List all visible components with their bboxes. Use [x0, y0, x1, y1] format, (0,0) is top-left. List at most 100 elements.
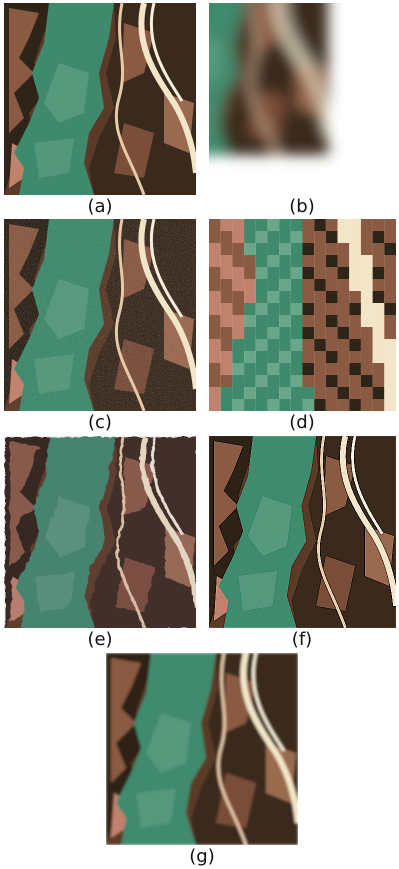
pixel-block	[290, 267, 303, 279]
pixel-block	[209, 231, 221, 243]
pixel-block	[302, 279, 315, 291]
pixel-block	[244, 375, 256, 387]
satellite-image-d	[209, 219, 396, 411]
image-panel-g	[106, 653, 298, 845]
pixel-block	[302, 363, 315, 375]
pixel-block	[349, 315, 361, 327]
pixel-block	[244, 255, 256, 267]
pixel-block	[290, 243, 303, 255]
pixel-block	[302, 351, 315, 363]
pixel-block	[302, 399, 315, 411]
caption-a: (a)	[87, 196, 113, 217]
pixel-block	[337, 303, 350, 315]
pixel-block	[349, 231, 361, 243]
pixel-block	[209, 267, 221, 279]
pixel-block	[314, 291, 326, 303]
pixel-block	[279, 363, 291, 375]
pixel-block	[325, 255, 338, 267]
pixel-block	[302, 375, 315, 387]
pixel-block	[384, 267, 396, 279]
pixel-block	[220, 291, 233, 303]
pixel-block	[325, 339, 338, 351]
pixel-block	[372, 315, 385, 327]
pixel-block	[279, 303, 291, 315]
satellite-image-a	[4, 3, 196, 195]
pixel-block	[360, 231, 373, 243]
pixel-block	[209, 387, 221, 399]
pixel-block	[290, 399, 303, 411]
pixel-block	[209, 375, 221, 387]
pixel-block	[384, 315, 396, 327]
pixel-block	[302, 243, 315, 255]
pixel-block	[209, 315, 221, 327]
pixel-block	[220, 315, 233, 327]
pixel-block	[267, 351, 280, 363]
pixel-block	[255, 291, 268, 303]
pixel-block	[290, 315, 303, 327]
pixel-block	[267, 291, 280, 303]
image-panel-c	[4, 219, 196, 411]
pixel-block	[267, 387, 280, 399]
pixel-block	[325, 375, 338, 387]
pixel-block	[290, 279, 303, 291]
pixel-block	[325, 351, 338, 363]
pixel-block	[220, 399, 233, 411]
pixel-block	[267, 363, 280, 375]
pixel-block	[232, 327, 245, 339]
pixel-block	[244, 219, 256, 231]
pixel-block	[314, 267, 326, 279]
pixel-block	[279, 243, 291, 255]
pixel-block	[290, 363, 303, 375]
pixel-block	[267, 327, 280, 339]
pixel-block	[325, 231, 338, 243]
pixel-block	[302, 291, 315, 303]
pixel-block	[244, 339, 256, 351]
pixel-block	[314, 243, 326, 255]
pixel-block	[372, 255, 385, 267]
pixel-block	[360, 387, 373, 399]
pixel-block	[360, 267, 373, 279]
pixel-block	[384, 399, 396, 411]
pixel-block	[302, 339, 315, 351]
pixel-block	[290, 387, 303, 399]
pixel-block	[314, 279, 326, 291]
pixel-block	[232, 279, 245, 291]
pixel-block	[279, 399, 291, 411]
pixel-block	[349, 279, 361, 291]
pixel-block	[372, 375, 385, 387]
pixel-block	[209, 255, 221, 267]
pixel-block	[244, 291, 256, 303]
pixel-block	[372, 351, 385, 363]
pixel-block	[255, 267, 268, 279]
pixel-block	[337, 291, 350, 303]
pixel-block	[349, 267, 361, 279]
pixel-block	[337, 243, 350, 255]
pixel-block	[255, 399, 268, 411]
pixel-block	[279, 351, 291, 363]
pixel-block	[244, 303, 256, 315]
pixel-block	[325, 327, 338, 339]
pixel-block	[384, 351, 396, 363]
pixel-block	[209, 339, 221, 351]
pixel-block	[244, 363, 256, 375]
pixel-block	[325, 399, 338, 411]
pixel-block	[302, 303, 315, 315]
pixel-block	[279, 255, 291, 267]
pixel-block	[325, 243, 338, 255]
pixel-block	[279, 219, 291, 231]
pixel-block	[209, 279, 221, 291]
pixel-block	[209, 303, 221, 315]
pixel-block	[372, 363, 385, 375]
pixel-block	[360, 219, 373, 231]
pixel-block	[337, 315, 350, 327]
pixel-block	[255, 255, 268, 267]
pixel-block	[267, 255, 280, 267]
satellite-image-g	[106, 653, 298, 845]
pixel-block	[325, 291, 338, 303]
satellite-image-c	[4, 219, 196, 411]
pixel-block	[220, 387, 233, 399]
pixel-block	[314, 375, 326, 387]
pixel-block	[325, 267, 338, 279]
pixel-block	[267, 231, 280, 243]
pixel-block	[384, 327, 396, 339]
